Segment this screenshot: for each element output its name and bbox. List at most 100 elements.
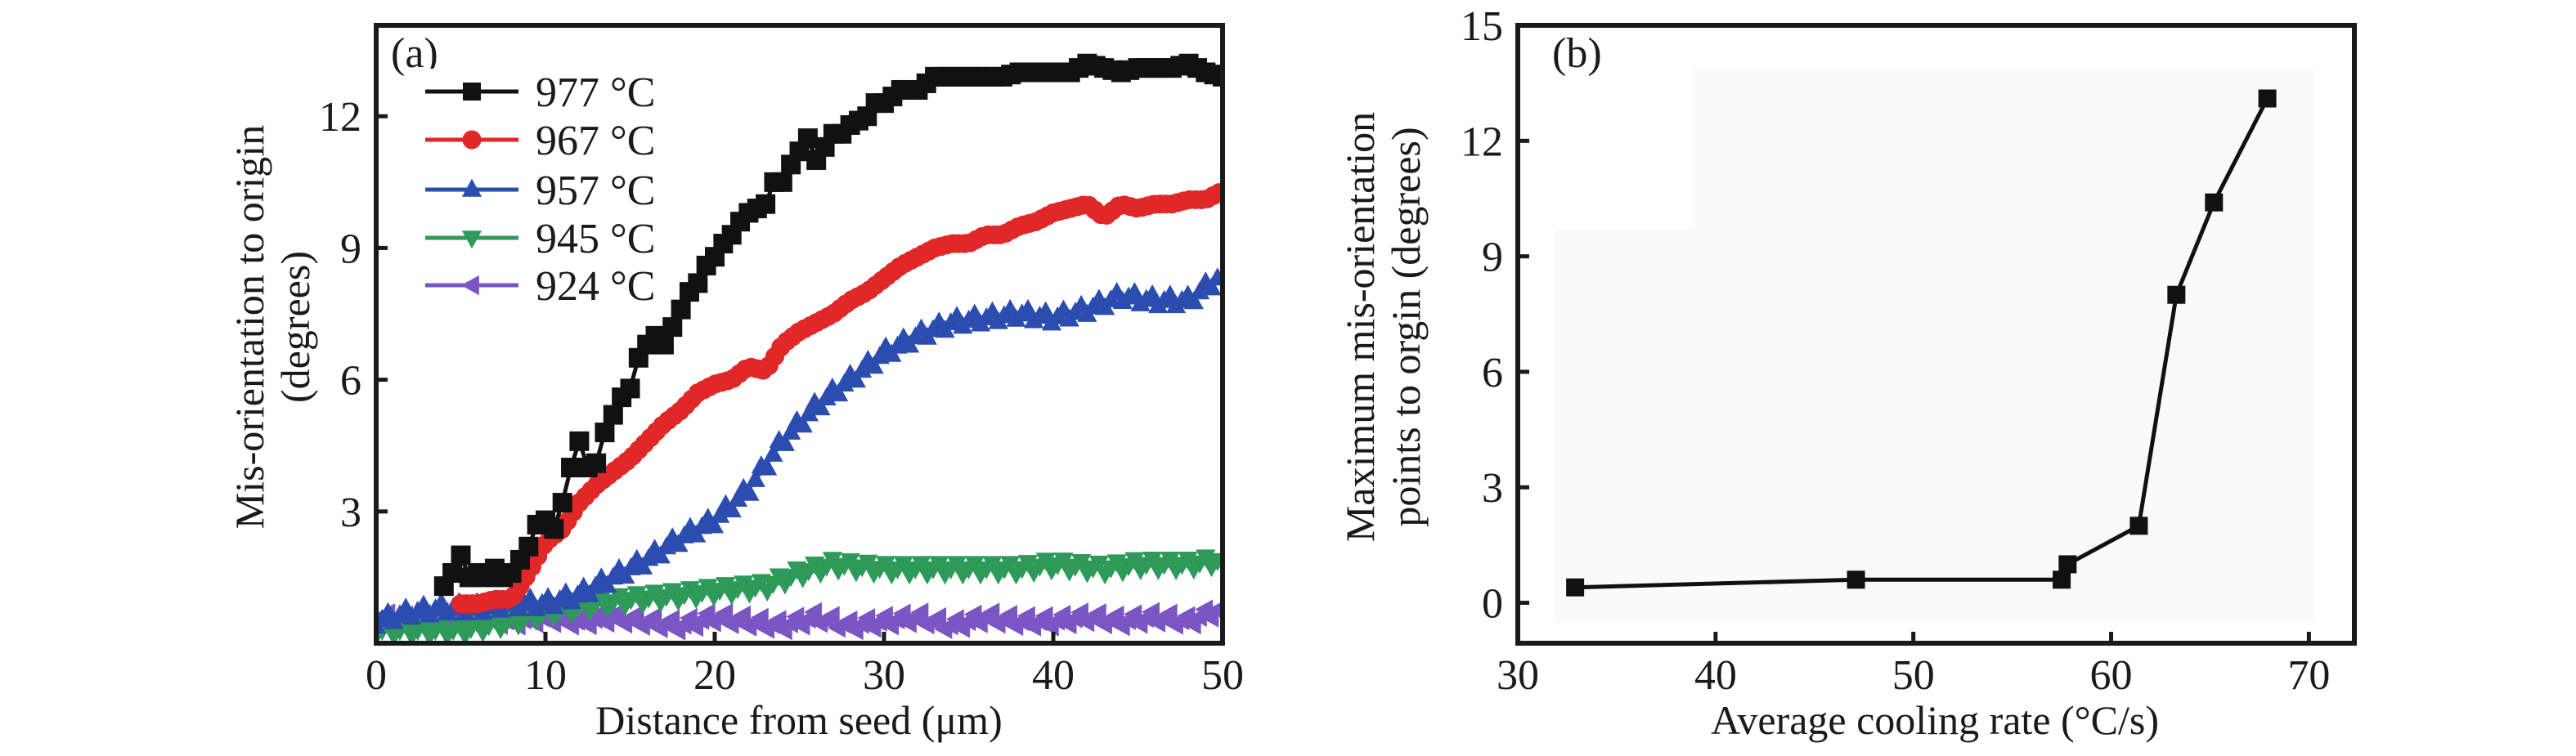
legend-label: 977 °C xyxy=(536,69,655,116)
data-point xyxy=(710,504,730,523)
data-point xyxy=(763,443,783,462)
panel-a-y-axis-title-line2: (degrees) xyxy=(272,251,318,403)
panel-b-plot-frame xyxy=(1515,23,2357,646)
data-point xyxy=(715,602,734,624)
data-point xyxy=(781,421,801,440)
panel-a-y-tick-label: 9 xyxy=(340,226,361,272)
panel-b-background-texture xyxy=(1554,229,2314,621)
panel-a-ticks: 0 10 20 30 40 50 3 6 9 12 xyxy=(319,94,1244,699)
data-point xyxy=(1183,291,1204,310)
panel-a-x-tick-label: 30 xyxy=(863,652,905,699)
legend-label: 924 °C xyxy=(536,263,655,310)
data-point xyxy=(858,554,878,573)
legend-item: 977 °C xyxy=(419,69,655,116)
data-point xyxy=(2053,570,2071,589)
series-977C xyxy=(433,53,1223,597)
data-point xyxy=(688,273,708,293)
data-point xyxy=(739,482,760,501)
data-point xyxy=(732,605,751,625)
data-point xyxy=(745,468,765,487)
data-point xyxy=(839,610,858,631)
data-point xyxy=(569,431,590,451)
data-point xyxy=(2258,89,2277,108)
data-point xyxy=(1159,603,1178,624)
panel-a-x-tick-label: 10 xyxy=(524,652,567,699)
data-point xyxy=(544,519,564,539)
data-point xyxy=(857,608,876,629)
data-point xyxy=(1201,277,1222,296)
data-point xyxy=(911,556,931,575)
data-point xyxy=(929,556,949,575)
data-point xyxy=(981,602,1000,623)
data-point xyxy=(1000,556,1021,575)
panel-b-x-tick-label: 50 xyxy=(1892,652,1935,699)
panel-b-y-tick-label: 6 xyxy=(1482,350,1503,396)
panel-b-y-tick-label: 3 xyxy=(1482,465,1503,512)
data-point xyxy=(1071,553,1092,572)
data-point xyxy=(1160,552,1180,570)
data-point xyxy=(797,128,818,149)
data-point xyxy=(451,545,471,566)
data-point xyxy=(586,453,607,473)
data-point xyxy=(840,552,860,571)
data-point xyxy=(1124,604,1142,624)
data-point xyxy=(757,457,778,476)
data-point xyxy=(1207,552,1223,571)
data-point xyxy=(846,369,866,388)
data-point xyxy=(1206,601,1223,620)
data-point xyxy=(1209,183,1223,203)
legend-marker-triangle-left xyxy=(460,275,479,296)
data-point xyxy=(442,563,463,584)
legend-item: 924 °C xyxy=(419,262,655,310)
data-point xyxy=(2058,555,2077,574)
data-point xyxy=(946,556,967,575)
legend-marker-triangle-down xyxy=(461,230,482,249)
data-point xyxy=(662,317,683,338)
legend-item: 945 °C xyxy=(419,215,655,262)
panel-a-y-tick-label: 12 xyxy=(319,94,361,141)
data-point xyxy=(774,432,796,451)
data-point xyxy=(1088,603,1106,624)
data-point xyxy=(875,556,896,575)
panel-a-series-layer xyxy=(376,53,1223,643)
data-point xyxy=(864,356,884,374)
data-point xyxy=(893,556,913,575)
data-point xyxy=(928,606,947,628)
data-point xyxy=(1088,555,1109,574)
panel-a-plot-frame xyxy=(374,23,1225,646)
data-point xyxy=(626,604,644,625)
data-point xyxy=(792,414,813,433)
data-point xyxy=(1035,552,1056,571)
data-point xyxy=(874,606,893,626)
data-point xyxy=(756,194,776,214)
panel-b-x-tick-label: 40 xyxy=(1694,652,1737,699)
data-point xyxy=(650,545,671,564)
data-point xyxy=(798,403,819,422)
panel-b-y-tick-label: 9 xyxy=(1482,235,1503,281)
panel-b-series-layer xyxy=(1566,89,2277,597)
data-point xyxy=(772,172,792,192)
data-point xyxy=(2129,517,2148,535)
data-point xyxy=(964,556,985,575)
data-point xyxy=(1142,552,1163,570)
data-point xyxy=(1053,552,1074,571)
legend-label: 957 °C xyxy=(536,168,655,214)
data-point xyxy=(821,606,840,626)
panel-a-x-axis-title: Distance from seed (μm) xyxy=(595,697,1002,743)
data-point xyxy=(1052,604,1071,625)
panel-b-x-axis-title: Average cooling rate (°C/s) xyxy=(1711,697,2159,743)
legend-item: 957 °C xyxy=(419,167,655,214)
data-point xyxy=(1207,267,1223,286)
panel-b-chart: 30 40 50 60 70 0 3 6 9 12 15 (b) Average cooling r… xyxy=(1337,3,2357,743)
legend-label: 945 °C xyxy=(536,216,655,262)
data-point xyxy=(828,383,849,402)
panel-a-x-tick-label: 20 xyxy=(693,652,736,699)
legend-label: 967 °C xyxy=(536,118,655,164)
data-point xyxy=(2205,193,2224,212)
data-point xyxy=(552,493,572,513)
series-967C xyxy=(451,183,1223,614)
panel-b-label: (b) xyxy=(1552,30,1602,77)
data-point xyxy=(910,602,929,623)
data-point xyxy=(822,552,842,570)
data-point xyxy=(727,488,748,507)
